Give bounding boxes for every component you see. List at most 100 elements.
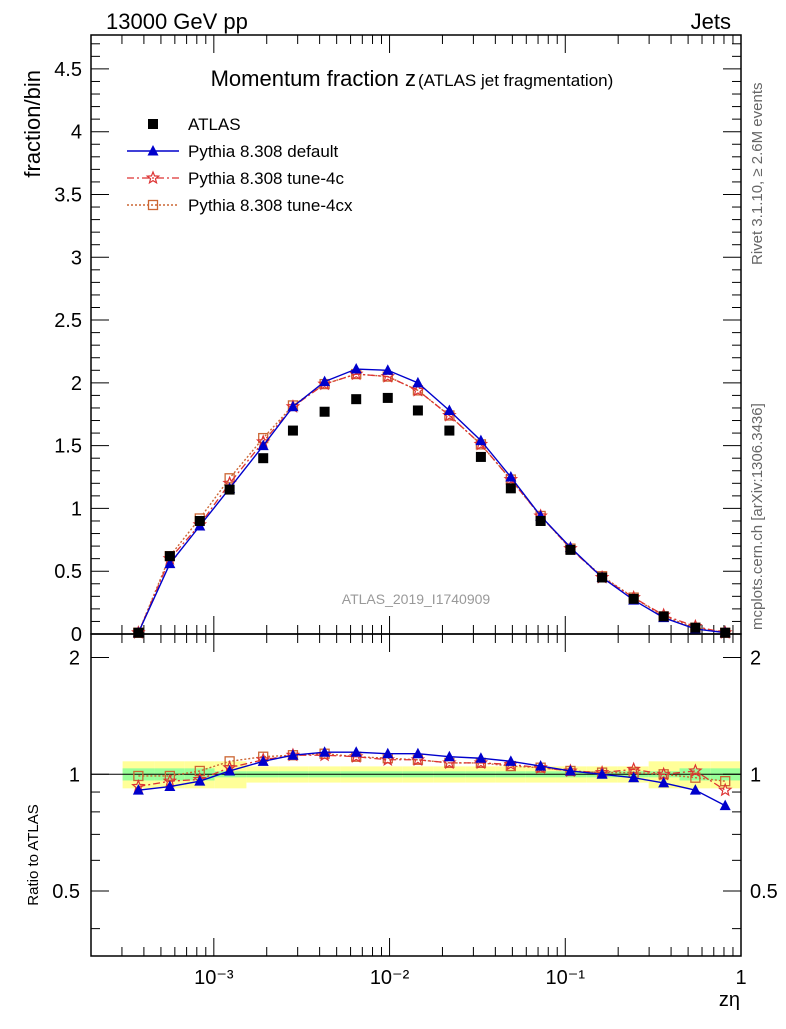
series-point-top <box>382 364 394 375</box>
series-point-ratio <box>382 747 394 759</box>
energy-label: 13000 GeV pp <box>106 9 248 34</box>
series-point-ratio <box>535 760 547 771</box>
legend-label: ATLAS <box>188 115 241 134</box>
x-tick-label: 10⁻¹ <box>546 967 586 989</box>
top-y-tick-label: 2.5 <box>54 310 82 332</box>
data-point <box>565 544 576 555</box>
data-point <box>628 593 639 604</box>
top-y-tick-label: 2 <box>71 373 82 395</box>
series-point-top <box>443 404 455 415</box>
data-point <box>444 425 455 436</box>
bottom-y-tick-label-right: 0.5 <box>750 881 778 903</box>
data-point <box>287 425 298 436</box>
x-tick-labels: 10⁻³ 10⁻² 10⁻¹ 1 <box>194 967 746 989</box>
data-point <box>412 405 423 416</box>
series-point-ratio <box>194 775 206 786</box>
bottom-y-tick-label: 1 <box>69 764 80 786</box>
legend-label: Pythia 8.308 tune-4cx <box>188 196 353 215</box>
top-axis-ticks <box>90 35 741 635</box>
series-line-top <box>137 373 726 634</box>
series-point-ratio <box>596 768 608 779</box>
series-point-ratio <box>412 747 424 759</box>
main-plot-panel: 0 0.5 1 1.5 2 2.5 3 3.5 4 4.5 fraction/bin Moment… <box>20 34 742 646</box>
legend-label: Pythia 8.308 default <box>188 142 339 161</box>
site-label: mcplots.cern.ch [arXiv:1306.3436] <box>749 403 766 630</box>
data-point <box>535 515 546 526</box>
legend-marker <box>145 170 161 185</box>
data-point <box>382 392 393 403</box>
category-label: Jets <box>691 9 731 34</box>
ratio-series-group <box>131 746 733 811</box>
bottom-y-axis-label: Ratio to ATLAS <box>25 804 42 905</box>
data-point <box>319 406 330 417</box>
top-y-tick-label: 4.5 <box>54 59 82 81</box>
top-y-tick-labels: 0 0.5 1 1.5 2 2.5 3 3.5 4 4.5 <box>54 59 82 646</box>
series-point-top <box>503 471 519 486</box>
series-point-ratio <box>224 764 236 776</box>
series-point-top <box>505 471 517 482</box>
ratio-uncertainty-bands <box>91 761 741 789</box>
series-point-top <box>319 375 331 387</box>
series-point-top <box>317 376 332 391</box>
bottom-y-tick-label: 0.5 <box>52 881 80 903</box>
bottom-y-tick-label-right: 1 <box>750 764 761 786</box>
series-point-top <box>475 434 487 446</box>
series-point-ratio <box>564 764 576 776</box>
legend-marker <box>148 119 158 129</box>
series-point-ratio <box>287 749 299 760</box>
bottom-y-tick-label: 2 <box>69 648 80 670</box>
data-point <box>164 551 175 562</box>
rivet-label: Rivet 3.1.10, ≥ 2.6M events <box>749 83 766 266</box>
series-point-ratio <box>350 746 362 757</box>
series-point-ratio <box>505 755 517 766</box>
series-point-ratio <box>717 782 733 797</box>
data-point <box>194 515 205 526</box>
series-point-ratio <box>689 784 701 795</box>
series-point-top <box>164 557 176 569</box>
series-line-top <box>137 373 726 634</box>
top-y-axis-label: fraction/bin <box>20 70 45 178</box>
series-point-top <box>257 439 269 451</box>
series-point-top <box>350 363 362 374</box>
series-point-ratio <box>688 763 703 778</box>
series-point-top <box>287 400 299 412</box>
bottom-y-tick-label-right: 2 <box>750 648 761 670</box>
legend: ATLAS Pythia 8.308 default Pythia 8.308 tu… <box>127 115 353 215</box>
series-point-ratio <box>719 799 731 811</box>
series-line-ratio <box>138 751 726 807</box>
legend-marker <box>147 199 159 211</box>
x-tick-label: 10⁻² <box>370 967 410 989</box>
chart-title: Momentum fraction z <box>211 66 416 91</box>
data-point <box>133 627 144 638</box>
series-point-ratio <box>656 766 671 781</box>
data-point <box>720 627 731 638</box>
top-y-tick-label: 3 <box>71 247 82 269</box>
series-point-ratio <box>164 780 176 792</box>
series-line-ratio <box>138 753 726 782</box>
x-tick-label: 1 <box>735 967 746 989</box>
chart-subtitle: (ATLAS jet fragmentation) <box>418 71 613 90</box>
x-tick-label: 10⁻³ <box>194 967 234 989</box>
series-point-ratio <box>164 770 175 782</box>
data-point <box>658 611 669 622</box>
legend-marker <box>147 145 159 156</box>
top-y-tick-label: 3.5 <box>54 184 82 206</box>
bottom-axis-ticks <box>90 634 741 956</box>
top-y-tick-label: 4 <box>71 122 82 144</box>
analysis-label: ATLAS_2019_I1740909 <box>342 591 491 607</box>
series-point-ratio <box>443 750 455 762</box>
series-line-top <box>137 368 726 634</box>
top-y-tick-label: 1.5 <box>54 436 82 458</box>
ratio-plot-panel: 0.5 0.51 12 2 Ratio to ATLAS 10⁻³ 10⁻² 10⁻¹ 1 … <box>25 633 778 1011</box>
x-axis-label: zη <box>719 989 740 1011</box>
legend-label: Pythia 8.308 tune-4c <box>188 169 344 188</box>
bottom-y-tick-labels: 0.5 0.5 1 1 2 2 <box>52 648 778 904</box>
top-y-tick-label: 0.5 <box>54 561 82 583</box>
data-point <box>505 483 516 494</box>
data-point <box>475 451 486 462</box>
top-y-tick-label: 1 <box>71 498 82 520</box>
top-series-group <box>131 363 733 639</box>
data-point <box>597 572 608 583</box>
